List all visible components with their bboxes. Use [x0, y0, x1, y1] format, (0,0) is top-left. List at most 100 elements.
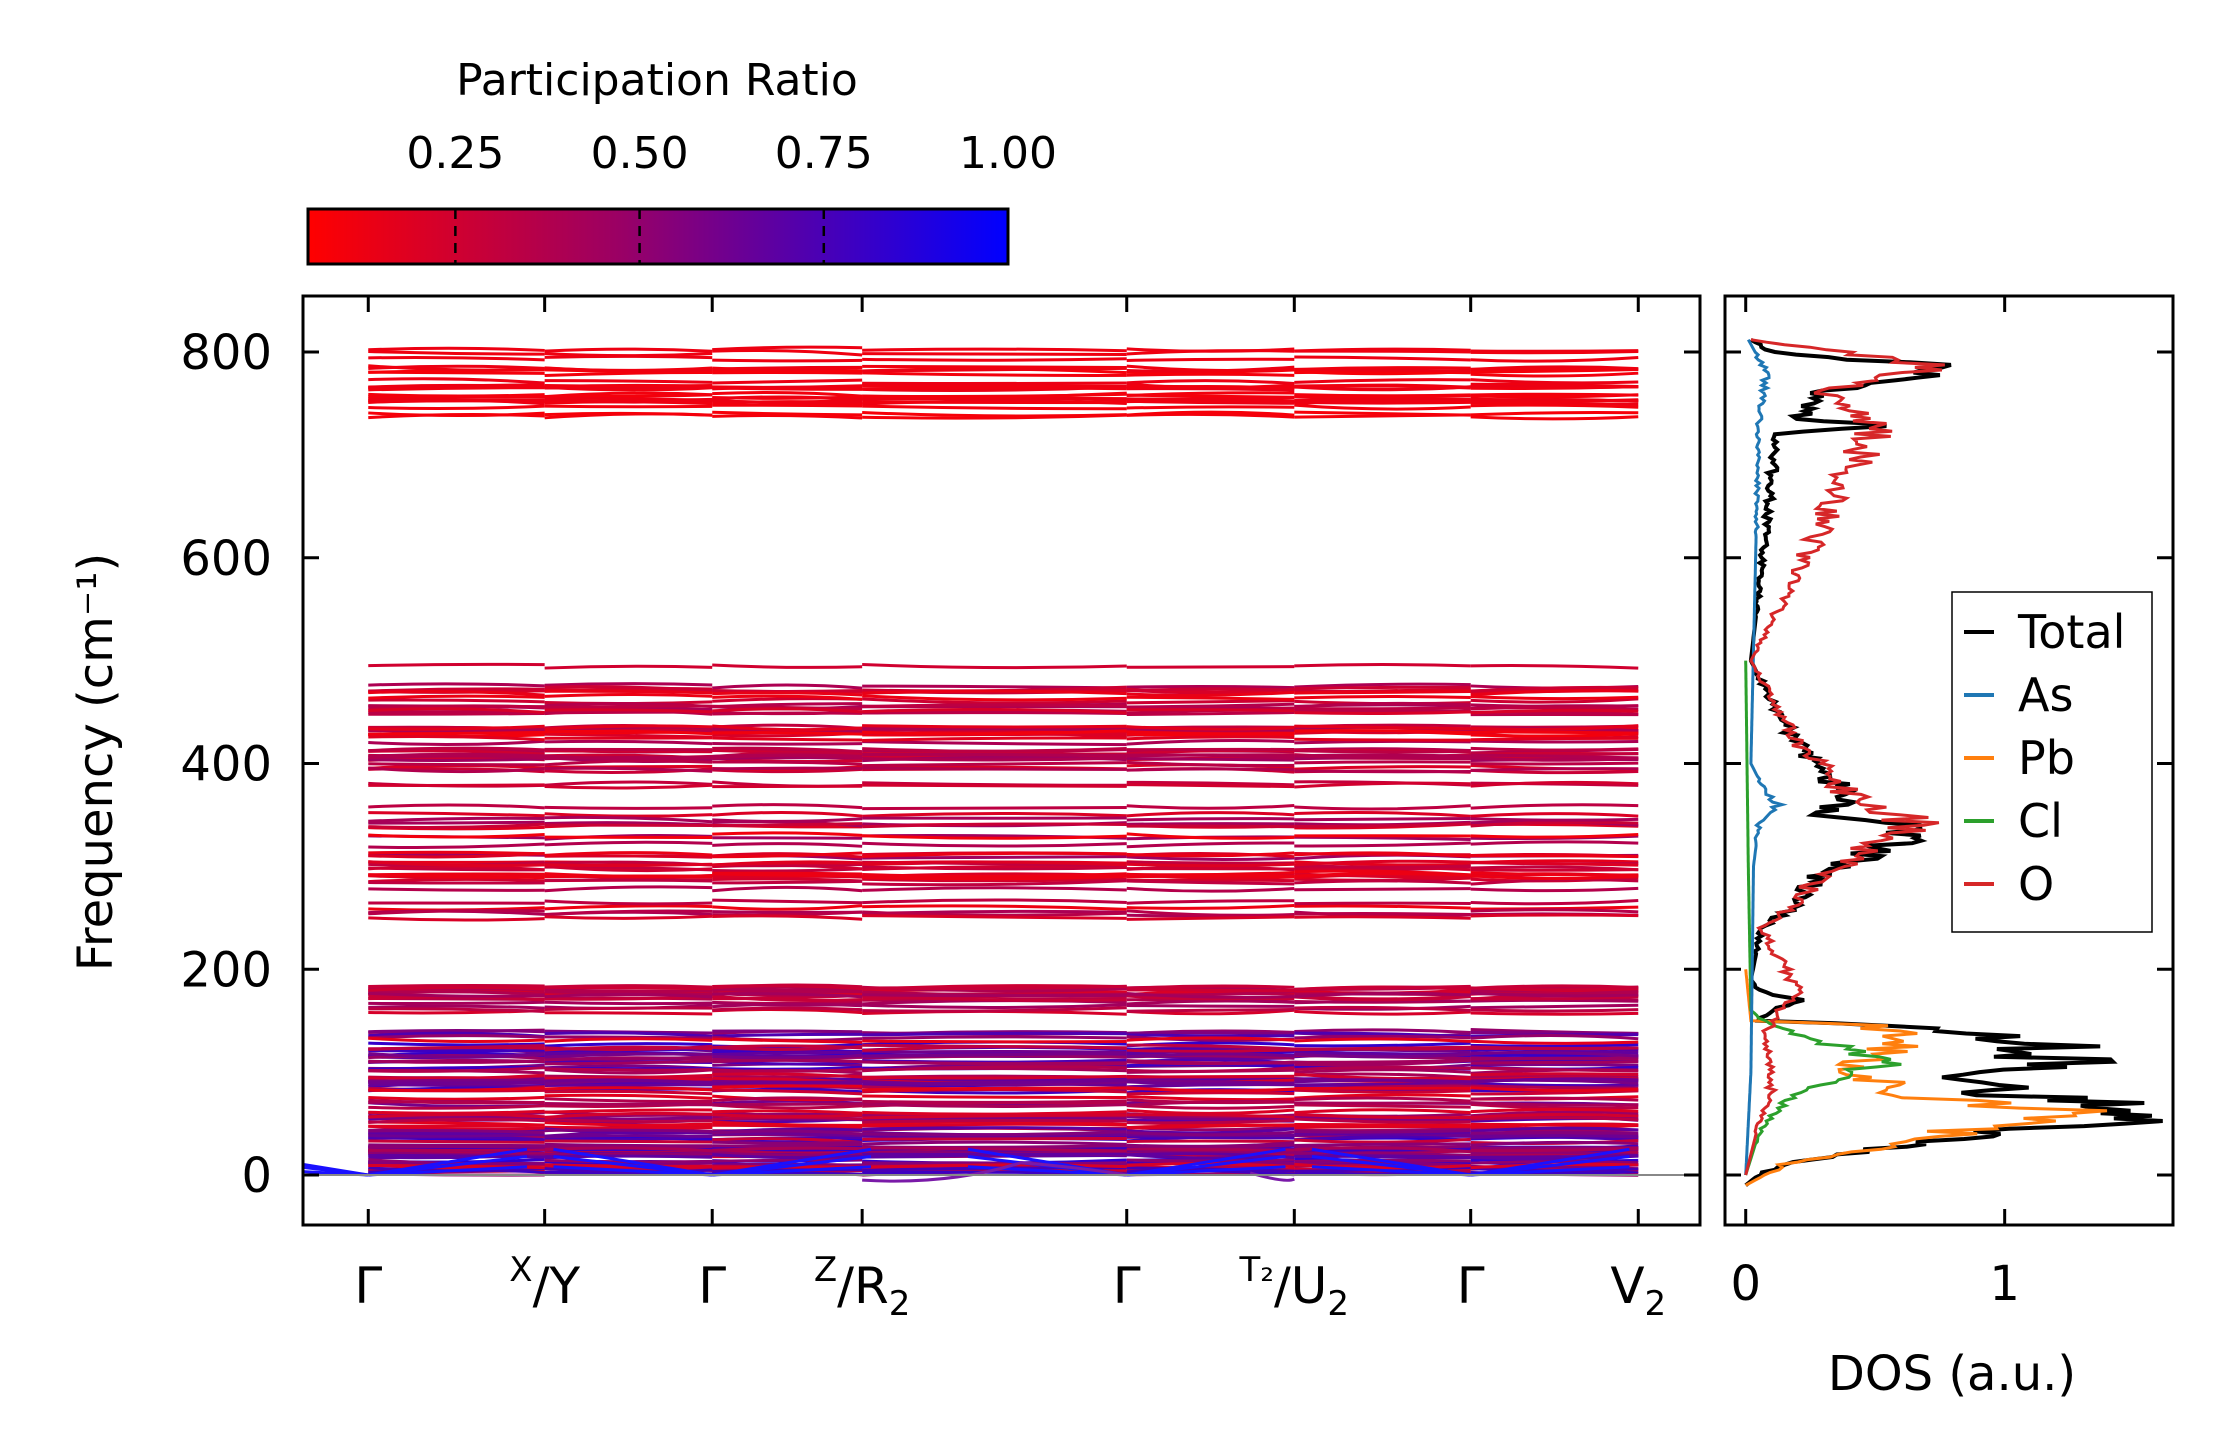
- band-line: [1126, 1094, 1295, 1102]
- colorbar-tick-label: 0.75: [775, 128, 873, 179]
- band-line: [1470, 1133, 1639, 1139]
- band-line: [712, 885, 863, 893]
- band-line: [544, 1037, 713, 1043]
- dos-legend: Total As Pb Cl O: [1951, 591, 2153, 933]
- band-line: [862, 1043, 1127, 1050]
- band-line: [1126, 811, 1295, 818]
- band-line: [1294, 1142, 1471, 1147]
- band-line: [1470, 1051, 1639, 1058]
- band-line: [862, 993, 1127, 998]
- band-line: [544, 682, 713, 687]
- band-line: [368, 1007, 545, 1013]
- band-line: [1470, 746, 1639, 752]
- colorbar: Participation Ratio 0.25 0.50 0.75 1.00: [306, 55, 1057, 266]
- k-point-main: Γ: [1113, 1257, 1141, 1315]
- band-line: [1470, 1096, 1639, 1102]
- band-line: [368, 350, 545, 356]
- band-line: [544, 1133, 713, 1139]
- band-line: [1294, 984, 1471, 992]
- band-line: [1126, 1086, 1295, 1093]
- band-line: [1294, 863, 1471, 869]
- band-line: [712, 1103, 863, 1110]
- band-line: [712, 1102, 863, 1107]
- band-line: [368, 1104, 545, 1110]
- band-line: [1294, 1052, 1471, 1059]
- band-line: [1470, 1077, 1639, 1084]
- band-line: [1126, 391, 1295, 397]
- band-line: [544, 862, 713, 868]
- band-line: [1294, 384, 1471, 390]
- acoustic-branch: [1311, 1154, 1471, 1177]
- band-line: [712, 683, 863, 690]
- band-line: [368, 698, 545, 704]
- band-line: [1126, 1031, 1295, 1036]
- k-point-pre: X: [509, 1250, 532, 1290]
- band-line: [368, 887, 545, 892]
- band-line: [1294, 760, 1471, 765]
- band-line: [712, 1140, 863, 1145]
- band-line: [712, 1084, 863, 1090]
- band-line: [1470, 724, 1639, 731]
- band-line: [712, 724, 863, 732]
- band-line: [712, 836, 863, 840]
- band-line: [1126, 379, 1295, 386]
- colorbar-tick-label: 0.25: [406, 128, 504, 179]
- acoustic-branch: [1126, 1165, 1286, 1177]
- band-line: [1470, 1039, 1639, 1045]
- band-line: [1294, 403, 1471, 411]
- band-line: [1470, 1008, 1639, 1013]
- band-line: [862, 662, 1127, 670]
- band-line: [544, 1035, 713, 1040]
- band-line: [544, 812, 713, 818]
- band-line: [1126, 915, 1295, 921]
- k-point-label: Γ: [354, 1257, 382, 1315]
- band-line: [712, 1002, 863, 1009]
- band-line: [368, 1004, 545, 1010]
- band-line: [544, 1108, 713, 1114]
- band-line: [1294, 1065, 1471, 1072]
- band-line: [544, 766, 713, 773]
- band-line: [544, 1083, 713, 1088]
- band-line: [1470, 991, 1639, 998]
- band-line: [1126, 1115, 1295, 1121]
- band-line: [368, 377, 545, 385]
- band-line: [862, 1117, 1127, 1122]
- band-line: [1470, 664, 1639, 670]
- band-line: [1126, 822, 1295, 826]
- band-line: [1126, 1135, 1295, 1140]
- band-line: [1126, 1139, 1295, 1144]
- band-line: [862, 711, 1127, 716]
- band-line: [368, 752, 545, 758]
- band-line: [544, 984, 713, 989]
- band-line: [862, 1126, 1127, 1131]
- band-line: [544, 1055, 713, 1061]
- band-line: [1470, 1116, 1639, 1122]
- band-line: [712, 898, 863, 905]
- band-line: [712, 742, 863, 746]
- band-line: [544, 1000, 713, 1006]
- band-line: [712, 1099, 863, 1106]
- band-line: [862, 383, 1127, 388]
- band-line: [368, 386, 545, 392]
- band-line: [1126, 984, 1295, 991]
- band-line: [1470, 908, 1639, 914]
- band-line: [862, 1060, 1127, 1066]
- band-line: [544, 689, 713, 695]
- band-line: [1470, 820, 1639, 828]
- band-line: [544, 1097, 713, 1103]
- band-line: [1294, 701, 1471, 709]
- band-line: [1470, 1101, 1639, 1107]
- x-axis-label: DOS (a.u.): [1828, 1346, 2076, 1402]
- colorbar-title: Participation Ratio: [456, 55, 858, 106]
- band-line: [1126, 899, 1295, 905]
- band-line: [1470, 356, 1639, 363]
- band-line: [862, 703, 1127, 709]
- band-line: [712, 689, 863, 693]
- band-k-ticks: Γ X/Y Γ Z/R2 Γ T₂/U2 Γ V2: [354, 296, 1666, 1324]
- band-line: [1470, 1086, 1639, 1093]
- band-line: [544, 1059, 713, 1066]
- band-line: [1294, 871, 1471, 878]
- band-line: [1470, 1089, 1639, 1096]
- band-line: [862, 391, 1127, 399]
- band-line: [712, 1096, 863, 1103]
